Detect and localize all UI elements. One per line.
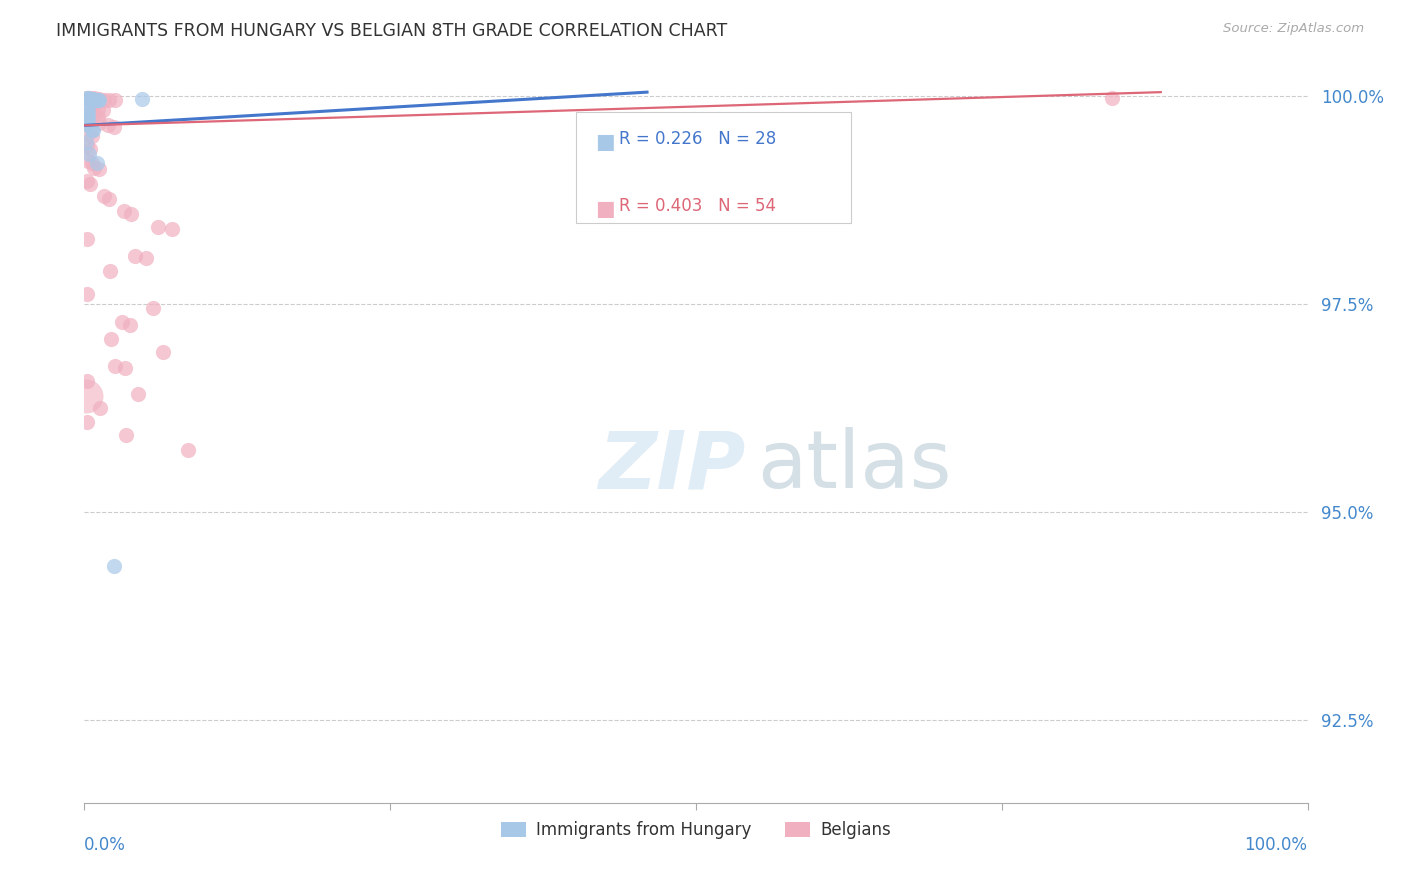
Point — [80, 129, 103, 144]
Point — [93, 93, 115, 107]
Text: IMMIGRANTS FROM HUNGARY VS BELGIAN 8TH GRADE CORRELATION CHART: IMMIGRANTS FROM HUNGARY VS BELGIAN 8TH G… — [56, 22, 727, 40]
Point — [79, 142, 101, 156]
Point — [83, 93, 105, 107]
Point — [177, 442, 200, 457]
Point — [76, 287, 98, 301]
Point — [75, 112, 97, 127]
Point — [82, 122, 104, 136]
Point — [83, 91, 105, 105]
Text: 100.0%: 100.0% — [1244, 836, 1308, 854]
Point — [76, 139, 98, 153]
Point — [100, 332, 122, 346]
Point — [87, 94, 110, 108]
Point — [82, 102, 104, 116]
Point — [97, 94, 120, 108]
Point — [114, 361, 136, 376]
Point — [131, 92, 153, 106]
Point — [76, 103, 98, 117]
Point — [76, 110, 98, 124]
Text: ZIP: ZIP — [598, 427, 745, 506]
Point — [76, 107, 98, 121]
Point — [142, 301, 165, 316]
Point — [77, 147, 100, 161]
Point — [162, 222, 184, 236]
Point — [104, 94, 127, 108]
Point — [77, 91, 100, 105]
Text: atlas: atlas — [758, 427, 952, 506]
Point — [86, 155, 108, 169]
Point — [77, 92, 100, 106]
Point — [146, 219, 169, 234]
Point — [76, 91, 98, 105]
Point — [127, 387, 149, 401]
Point — [98, 264, 121, 278]
Point — [87, 110, 110, 124]
Point — [104, 359, 127, 374]
Point — [82, 92, 104, 106]
Point — [76, 119, 98, 133]
Point — [111, 315, 134, 329]
Text: R = 0.403   N = 54: R = 0.403 N = 54 — [619, 197, 776, 215]
Point — [97, 192, 120, 206]
Point — [1101, 91, 1123, 105]
Point — [77, 103, 100, 117]
Point — [77, 154, 100, 169]
Point — [75, 110, 97, 124]
Point — [77, 107, 100, 121]
Point — [83, 161, 105, 175]
Point — [76, 374, 98, 388]
Text: 0.0%: 0.0% — [84, 836, 127, 854]
Point — [91, 103, 114, 118]
Text: R = 0.226   N = 28: R = 0.226 N = 28 — [619, 130, 776, 148]
Point — [75, 135, 97, 149]
Point — [112, 204, 135, 219]
Point — [87, 116, 110, 130]
Point — [79, 177, 101, 191]
Point — [124, 249, 146, 263]
Point — [118, 318, 141, 332]
Point — [86, 93, 108, 107]
Point — [152, 345, 174, 359]
Point — [76, 174, 98, 188]
Point — [76, 91, 98, 105]
Point — [80, 92, 103, 106]
Point — [77, 100, 100, 114]
Point — [87, 92, 110, 106]
Point — [97, 119, 120, 133]
Point — [82, 109, 104, 123]
Point — [89, 401, 111, 415]
Point — [75, 388, 97, 402]
Point — [77, 112, 100, 127]
Point — [103, 120, 125, 134]
Point — [76, 232, 98, 246]
Text: Source: ZipAtlas.com: Source: ZipAtlas.com — [1223, 22, 1364, 36]
Point — [87, 102, 110, 116]
Legend: Immigrants from Hungary, Belgians: Immigrants from Hungary, Belgians — [495, 814, 897, 846]
Point — [77, 127, 100, 141]
Text: ■: ■ — [595, 132, 614, 152]
Point — [80, 122, 103, 136]
Point — [75, 116, 97, 130]
Point — [77, 107, 100, 121]
Point — [80, 155, 103, 169]
Point — [115, 428, 138, 442]
Point — [76, 415, 98, 429]
Point — [84, 93, 107, 107]
Point — [120, 207, 142, 221]
Point — [103, 558, 125, 573]
Point — [135, 252, 157, 266]
Text: ■: ■ — [595, 199, 614, 219]
Point — [93, 189, 115, 203]
Point — [87, 93, 110, 107]
Point — [87, 162, 110, 177]
Point — [79, 91, 101, 105]
Point — [79, 92, 101, 106]
